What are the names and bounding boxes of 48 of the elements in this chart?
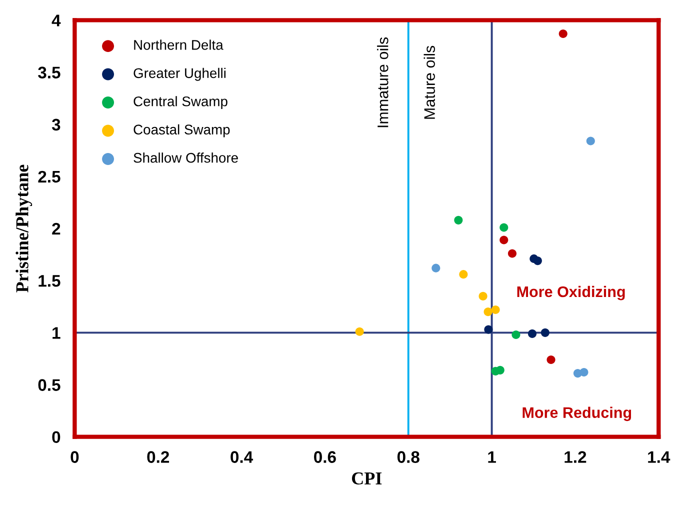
point (533, 256, 542, 266)
x-tick-label: 0.2 (147, 451, 170, 463)
y-tick-label: 3.5 (38, 66, 60, 79)
x-tick-label: 0.4 (230, 451, 254, 463)
x-axis-title: CPI (352, 472, 382, 485)
point (484, 325, 493, 334)
legend-label: Central Swamp (134, 96, 228, 110)
point (528, 329, 537, 338)
annotation: More Reducing (522, 406, 632, 422)
point (558, 29, 568, 38)
point (586, 136, 595, 146)
legend-label: Shallow Offshore (134, 152, 238, 163)
y-tick-label: 0 (52, 431, 60, 444)
point (500, 223, 508, 232)
x-tick-label: 1.2 (564, 451, 586, 463)
point (355, 327, 364, 336)
y-axis-title: Pristine/Phytane (16, 164, 32, 292)
legend-label: Northern Delta (134, 40, 224, 50)
y-tick-label: 4 (52, 14, 61, 26)
y-tick-label: 0.5 (38, 379, 60, 391)
annotation: Mature oils (424, 46, 435, 119)
annotation: More Oxidizing (517, 286, 625, 300)
point (496, 366, 504, 374)
point (500, 236, 508, 244)
point (454, 216, 463, 224)
point (478, 292, 488, 300)
point (546, 355, 556, 364)
y-tick-label: 1.5 (38, 275, 60, 287)
point (484, 308, 492, 316)
y-tick-label: 3 (52, 118, 60, 131)
legend-label: Coastal Swamp (134, 124, 230, 138)
point (580, 368, 588, 377)
y-tick-label: 2.5 (38, 170, 60, 183)
x-tick-label: 1 (488, 451, 496, 463)
point (432, 264, 440, 272)
x-tick-label: 0 (70, 451, 79, 463)
point (459, 270, 468, 279)
annotation: Immature oils (377, 37, 388, 128)
point (508, 249, 517, 258)
point (491, 305, 500, 314)
y-tick-label: 2 (52, 222, 60, 235)
x-tick-label: 0.8 (397, 451, 420, 463)
point (512, 330, 520, 340)
legend-label: Greater Ughelli (134, 68, 226, 81)
x-tick-label: 1.4 (648, 451, 670, 463)
point (540, 328, 550, 337)
x-tick-label: 0.6 (314, 451, 336, 463)
y-tick-label: 1 (52, 327, 60, 339)
